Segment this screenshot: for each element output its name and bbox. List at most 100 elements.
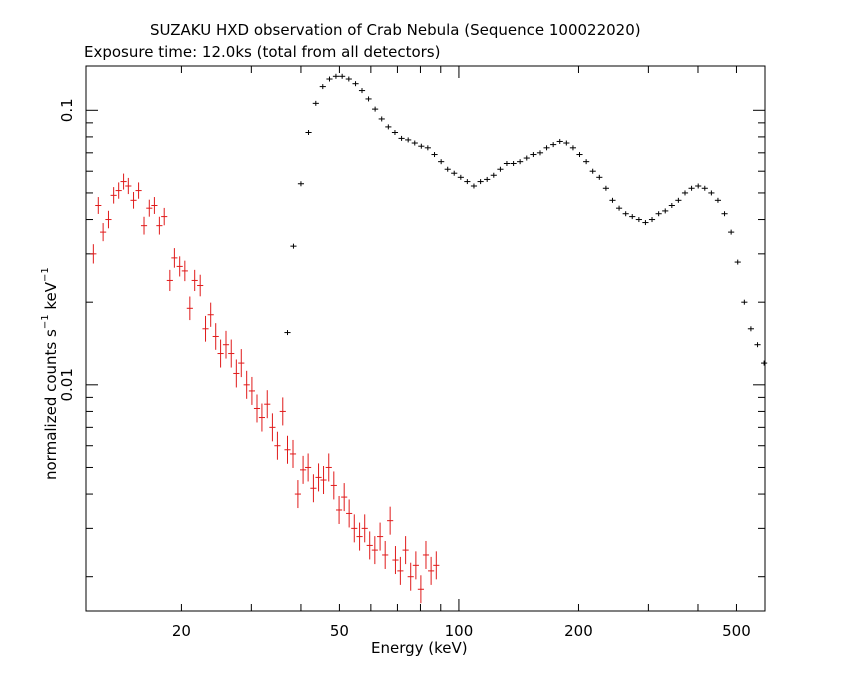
data-point: [140, 216, 148, 235]
data-point: [310, 474, 317, 503]
data-point: [135, 182, 142, 199]
data-point: [330, 471, 337, 500]
y-tick-label: 0.1: [58, 98, 76, 122]
data-point: [417, 575, 424, 604]
data-point: [668, 202, 675, 208]
data-point: [212, 323, 219, 350]
data-point: [115, 182, 122, 199]
data-point: [358, 88, 366, 94]
data-point: [297, 181, 305, 187]
data-point: [470, 183, 478, 189]
data-point: [747, 326, 754, 332]
data-point: [352, 81, 359, 87]
data-point: [279, 397, 286, 426]
data-point: [120, 173, 127, 190]
data-point: [728, 229, 735, 235]
data-point: [569, 145, 577, 151]
data-point: [451, 170, 458, 176]
data-point: [503, 161, 511, 167]
data-point: [398, 135, 405, 141]
data-point: [662, 208, 669, 214]
data-point: [325, 453, 332, 482]
data-point: [341, 483, 348, 512]
data-point: [405, 137, 412, 143]
chart-subtitle: Exposure time: 12.0ks (total from all de…: [84, 43, 441, 61]
data-point: [428, 556, 435, 585]
y-tick-label: 0.01: [58, 368, 76, 401]
y-axis-label: normalized counts s−1 keV−1: [40, 267, 60, 480]
data-point: [397, 556, 404, 585]
data-point: [457, 174, 464, 180]
series-1: [284, 73, 768, 366]
data-point: [382, 540, 389, 569]
data-point: [392, 546, 399, 575]
data-point: [243, 370, 250, 399]
data-point: [583, 159, 590, 165]
x-tick-label: 500: [722, 622, 751, 640]
data-point: [754, 342, 761, 348]
data-point: [615, 205, 623, 211]
data-point: [596, 174, 603, 180]
data-point: [320, 466, 327, 495]
data-point: [253, 394, 261, 423]
data-point: [391, 130, 399, 136]
data-point: [576, 152, 583, 158]
data-point: [648, 217, 656, 223]
data-point: [536, 150, 544, 156]
data-point: [284, 330, 291, 336]
axis-tick-labels: 20 50 100 200 500 0.01 0.1: [58, 98, 751, 640]
data-point: [166, 269, 173, 292]
data-point: [523, 155, 530, 161]
data-point: [365, 96, 372, 102]
data-point: [284, 435, 291, 464]
data-point: [655, 211, 662, 217]
data-point: [695, 183, 702, 189]
data-point: [377, 522, 384, 551]
data-point: [289, 439, 297, 468]
data-point: [105, 210, 112, 229]
data-point: [629, 214, 636, 220]
data-point: [110, 187, 117, 204]
data-point: [609, 197, 616, 203]
data-point: [734, 259, 741, 265]
data-point: [339, 73, 346, 79]
data-point: [422, 540, 430, 569]
data-point: [294, 480, 301, 509]
data-point: [385, 124, 392, 130]
data-point: [589, 168, 596, 174]
data-point: [156, 216, 163, 235]
data-point: [675, 197, 682, 203]
data-point: [315, 463, 322, 492]
data-point: [335, 495, 343, 524]
data-point: [228, 339, 235, 368]
axis-ticks: [86, 66, 765, 611]
data-point: [412, 551, 419, 580]
data-point: [411, 140, 418, 146]
data-point: [186, 296, 193, 321]
data-point: [207, 302, 214, 327]
data-point: [688, 185, 695, 191]
data-point: [269, 413, 276, 442]
data-point: [372, 106, 379, 112]
data-point: [402, 536, 409, 565]
data-point: [635, 217, 642, 223]
data-point: [563, 140, 570, 146]
data-point: [366, 531, 373, 560]
data-point: [345, 76, 352, 82]
data-point: [191, 269, 198, 292]
data-point: [484, 176, 491, 182]
data-point: [332, 73, 340, 79]
data-point: [371, 536, 378, 565]
y-axis-label-exp1: −1: [40, 314, 51, 330]
data-point: [217, 339, 224, 368]
data-point: [264, 390, 271, 419]
data-point: [438, 159, 445, 165]
y-axis-label-unit: keV: [42, 281, 60, 315]
data-point: [151, 197, 158, 214]
data-point: [464, 179, 471, 185]
data-point: [444, 166, 451, 172]
data-point: [346, 499, 353, 528]
data-point: [361, 514, 368, 543]
data-point: [701, 185, 708, 191]
